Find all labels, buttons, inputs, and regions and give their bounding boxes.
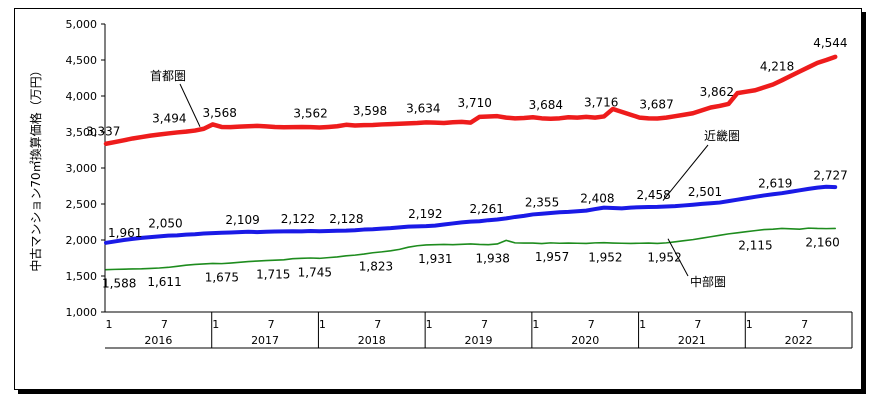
data-label-kinki: 2,355 [525,195,559,209]
year-label: 2018 [358,334,386,347]
month-tick-label: 7 [694,318,701,331]
data-label-shutoken: 3,598 [353,104,387,118]
data-label-shutoken: 3,684 [529,98,563,112]
leader-line-chubu [667,238,689,277]
year-label: 2017 [251,334,279,347]
year-label: 2021 [678,334,706,347]
series-name-chubu: 中部圏 [690,274,726,289]
data-label-chubu: 2,115 [738,239,772,253]
data-label-kinki: 2,408 [580,192,614,206]
data-label-kinki: 2,458 [636,188,670,202]
data-label-kinki: 2,727 [813,169,847,183]
data-label-shutoken: 3,862 [700,85,734,99]
data-label-shutoken: 3,634 [406,101,440,115]
month-tick-label: 1 [532,318,539,331]
data-label-shutoken: 3,687 [639,98,673,112]
data-label-chubu: 1,611 [147,275,181,289]
y-tick-label: 1,000 [66,306,98,319]
year-label: 2022 [785,334,813,347]
y-tick-label: 5,000 [66,18,98,31]
data-label-shutoken: 3,494 [152,111,186,125]
data-label-kinki: 2,128 [329,212,363,226]
data-label-chubu: 1,715 [256,268,290,282]
data-label-shutoken: 3,568 [203,106,237,120]
data-label-chubu: 1,938 [476,251,510,265]
series-line-kinki [104,184,838,245]
data-label-kinki: 1,961 [108,226,142,240]
y-tick-label: 4,000 [66,90,98,103]
data-label-shutoken: 3,710 [458,96,492,110]
data-label-shutoken: 3,716 [584,95,618,109]
leader-line-shutoken [179,83,201,127]
data-label-shutoken: 4,218 [760,59,794,73]
leader-line-kinki [662,144,709,201]
data-label-shutoken: 3,562 [293,107,327,121]
chart-frame [14,8,862,390]
series-name-kinki: 近畿圏 [704,129,740,143]
y-tick-label: 3,000 [66,162,98,175]
month-tick-label: 7 [374,318,381,331]
data-label-kinki: 2,619 [758,176,792,190]
month-tick-label: 1 [319,318,326,331]
data-label-kinki: 2,050 [148,217,182,231]
series-name-shutoken: 首都圏 [150,69,186,83]
data-label-chubu: 1,952 [588,250,622,264]
data-label-kinki: 2,192 [408,207,442,221]
data-label-chubu: 2,160 [805,235,839,249]
data-label-chubu: 1,931 [418,252,452,266]
data-label-kinki: 2,122 [281,212,315,226]
y-axis-title: 中古マンション70㎡換算価格（万円） [28,64,43,271]
data-label-shutoken: 3,337 [86,125,120,139]
month-tick-label: 7 [588,318,595,331]
data-label-chubu: 1,588 [102,277,136,291]
month-tick-label: 1 [746,318,753,331]
data-label-kinki: 2,261 [470,202,504,216]
data-label-kinki: 2,109 [225,213,259,227]
series-line-shutoken [103,54,838,146]
y-tick-label: 2,000 [66,234,98,247]
y-tick-label: 2,500 [66,198,98,211]
month-tick-label: 7 [268,318,275,331]
data-label-chubu: 1,957 [535,250,569,264]
y-tick-label: 3,500 [66,126,98,139]
data-label-chubu: 1,745 [298,265,332,279]
month-tick-label: 7 [161,318,168,331]
year-label: 2019 [465,334,493,347]
y-tick-label: 1,500 [66,270,98,283]
year-label: 2020 [571,334,599,347]
data-label-shutoken: 4,544 [813,36,847,50]
data-label-chubu: 1,675 [205,270,239,284]
year-label: 2016 [144,334,172,347]
month-tick-label: 7 [481,318,488,331]
data-label-kinki: 2,501 [688,185,722,199]
data-label-chubu: 1,823 [359,260,393,274]
month-tick-label: 1 [106,318,113,331]
month-tick-label: 7 [801,318,808,331]
y-tick-label: 4,500 [66,54,98,67]
month-tick-label: 1 [212,318,219,331]
series-line-chubu [105,227,837,271]
month-tick-label: 1 [639,318,646,331]
data-label-chubu: 1,952 [647,250,681,264]
month-tick-label: 1 [426,318,433,331]
